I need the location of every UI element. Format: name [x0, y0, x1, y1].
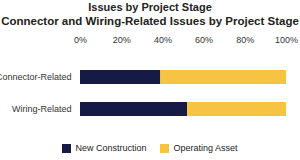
svg-text:20%: 20%	[113, 35, 131, 45]
html-text:New Construction: New Construction	[75, 143, 147, 153]
svg-text:80%: 80%	[236, 35, 254, 45]
svg-text:0%: 0%	[74, 35, 87, 45]
svg-text:Wiring-Related: Wiring-Related	[12, 104, 72, 114]
html-text:Issues by Project Stage: Issues by Project Stage	[88, 1, 212, 13]
svg-text:40%: 40%	[154, 35, 172, 45]
html-text:Connector and Wiring-Related I: Connector and Wiring-Related Issues by P…	[1, 15, 299, 27]
svg-text:Connector-Related: Connector-Related	[0, 72, 72, 82]
svg-text:100%: 100%	[275, 35, 298, 45]
svg-text:60%: 60%	[195, 35, 213, 45]
html-text:Operating Asset: Operating Asset	[173, 143, 238, 153]
